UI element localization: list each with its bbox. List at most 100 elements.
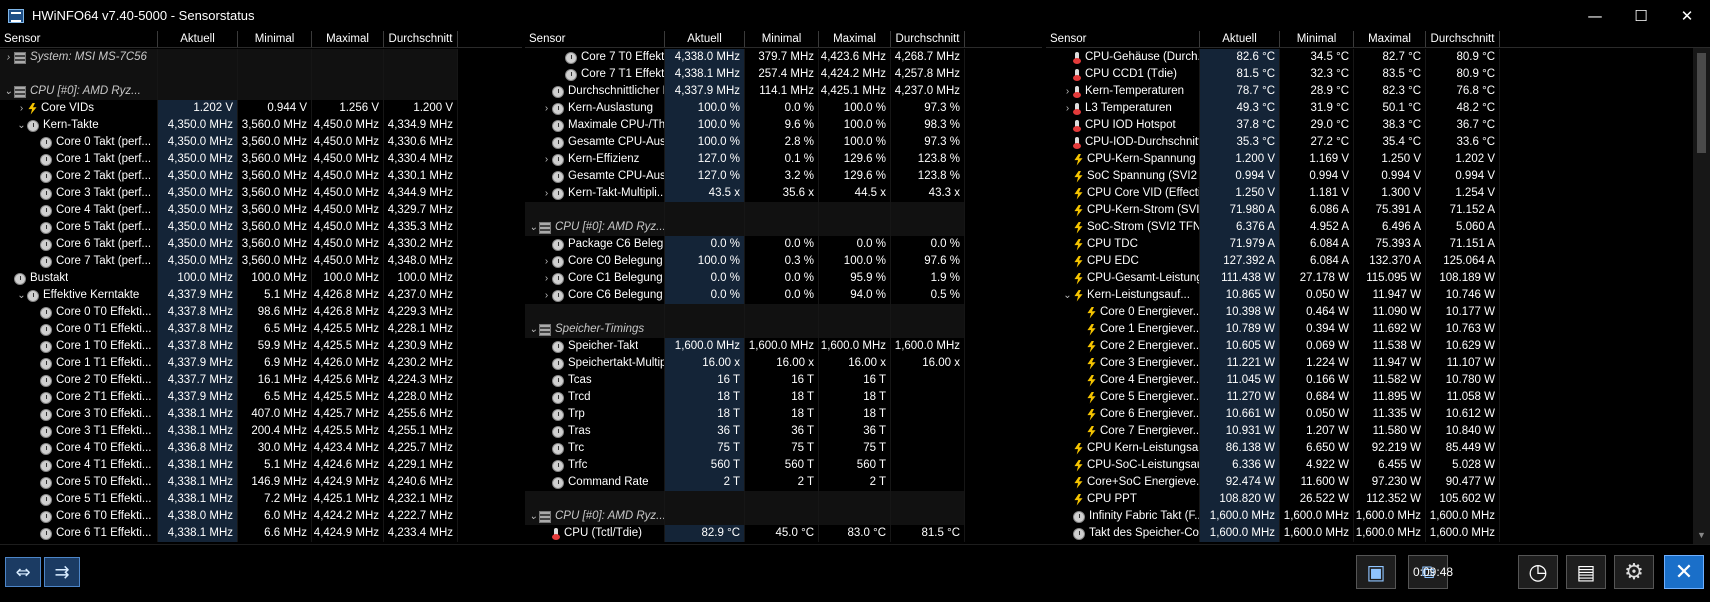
sensor-row[interactable]: Maximale CPU-/Thre...100.0 %9.6 %100.0 %… [525, 117, 1042, 134]
sensor-row[interactable]: Takt des Speicher-Co... 1,600.0 MHz 1,600.… [1046, 525, 1710, 542]
sensor-row[interactable]: Trp 18 T 18 T 18 T [525, 406, 1042, 423]
sensor-row[interactable]: Core 3 T1 Effekti... 4,338.1 MHz 200.4 MHz… [0, 423, 522, 440]
sensor-row[interactable]: › Core C0 Belegung 100.0 % 0.3 % 100.0 % 97.6… [525, 253, 1042, 270]
sensor-group-row[interactable]: ⌄ Speicher-Timings [525, 321, 1042, 338]
column-header-sensor[interactable]: Sensor [1046, 31, 1200, 47]
sensor-row[interactable]: CPU Kern-Leistungsa... 86.138 W 6.650 W 92.… [1046, 440, 1710, 457]
sensor-pane-1[interactable]: Sensor Aktuell Minimal Maximal Durchschnitt ›… [0, 31, 522, 544]
column-header-minimal[interactable]: Minimal [238, 31, 312, 47]
column-header-aktuell[interactable]: Aktuell [1200, 31, 1280, 47]
sensor-row[interactable]: Core 0 Takt (perf... 4,350.0 MHz 3,560.0 M… [0, 134, 522, 151]
sensor-row[interactable]: Core 1 Energiever... 10.789 W 0.394 W 11.69… [1046, 321, 1710, 338]
collapse-chevron-icon[interactable]: ⌄ [1063, 290, 1072, 301]
sensor-row[interactable]: Core 5 T1 Effekti... 4,338.1 MHz 7.2 MHz 4,… [0, 491, 522, 508]
sensor-row[interactable]: Speicher-Takt 1,600.0 MHz 1,600.0 MHz 1,600… [525, 338, 1042, 355]
column-header-maximal[interactable]: Maximal [819, 31, 891, 47]
sensor-row[interactable]: › Core C6 Belegung 0.0 % 0.0 % 94.0 % 0.5 % [525, 287, 1042, 304]
collapse-chevron-icon[interactable]: ⌄ [17, 290, 26, 301]
expand-chevron-icon[interactable]: › [544, 154, 549, 165]
sensor-row[interactable]: Trcd 18 T 18 T 18 T [525, 389, 1042, 406]
sensor-group-row[interactable]: ⌄ CPU [#0]: AMD Ryz... [525, 508, 1042, 525]
sensor-row[interactable]: Core 1 Takt (perf... 4,350.0 MHz 3,560.0 M… [0, 151, 522, 168]
close-icon[interactable]: ✕ [1664, 555, 1704, 589]
sensor-row[interactable]: Core 2 Energiever... 10.605 W 0.069 W 11.53… [1046, 338, 1710, 355]
collapse-chevron-icon[interactable]: ⌄ [529, 324, 538, 335]
sensor-row[interactable]: CPU PPT 108.820 W 26.522 W 112.352 W 105.602… [1046, 491, 1710, 508]
column-header-aktuell[interactable]: Aktuell [158, 31, 238, 47]
expand-chevron-icon[interactable]: › [1065, 86, 1070, 97]
sensor-group-row[interactable]: ⌄ CPU [#0]: AMD Ryz... [525, 219, 1042, 236]
sensor-row[interactable]: CPU-Kern-Strom (SVI... 71.980 A 6.086 A 75.… [1046, 202, 1710, 219]
sensor-row[interactable]: › Core C1 Belegung 0.0 % 0.0 % 95.9 % 1.9 % [525, 270, 1042, 287]
sensor-row[interactable]: › Kern-Takt-Multipli... 43.5 x 35.6 x 44.5 x… [525, 185, 1042, 202]
sensor-group-row[interactable]: › System: MSI MS-7C56 [0, 49, 522, 66]
sensor-row[interactable]: › L3 Temperaturen 49.3 °C 31.9 °C 50.1 °C 48.… [1046, 100, 1710, 117]
expand-chevron-icon[interactable]: › [544, 256, 549, 267]
sensor-row[interactable]: Gesamte CPU-Ausla...127.0 %3.2 %129.6 %1… [525, 168, 1042, 185]
sensor-row[interactable]: Core 2 Takt (perf... 4,350.0 MHz 3,560.0 M… [0, 168, 522, 185]
sensor-row[interactable]: CPU (Tctl/Tdie) 82.9 °C 45.0 °C 83.0 °C 81.5… [525, 525, 1042, 542]
column-header-maximal[interactable]: Maximal [1354, 31, 1426, 47]
collapse-chevron-icon[interactable]: ⌄ [4, 86, 13, 97]
sensor-row[interactable]: Core 2 T0 Effekti... 4,337.7 MHz 16.1 MHz 4… [0, 372, 522, 389]
sensor-pane-3[interactable]: CPU-Gehäuse (Durch... 82.6 °C 34.5 °C 82.7 … [1046, 31, 1710, 544]
sensor-row[interactable]: Tras 36 T 36 T 36 T [525, 423, 1042, 440]
sensor-row[interactable]: Core 3 T0 Effekti... 4,338.1 MHz 407.0 MHz… [0, 406, 522, 423]
column-header-minimal[interactable]: Minimal [1280, 31, 1354, 47]
column-header-durchschnitt[interactable]: Durchschnitt [1426, 31, 1500, 47]
sensor-row[interactable]: Bustakt 100.0 MHz 100.0 MHz 100.0 MHz 100.0 … [0, 270, 522, 287]
sensor-row[interactable]: Core 4 Takt (perf... 4,350.0 MHz 3,560.0 M… [0, 202, 522, 219]
expand-chevron-icon[interactable]: › [544, 273, 549, 284]
sensor-row[interactable]: CPU Core VID (Effecti... 1.250 V 1.181 V 1.… [1046, 185, 1710, 202]
sensor-row[interactable]: Core 0 Energiever... 10.398 W 0.464 W 11.09… [1046, 304, 1710, 321]
sensor-row[interactable]: Core 7 Takt (perf... 4,350.0 MHz 3,560.0 M… [0, 253, 522, 270]
sensor-group-row[interactable]: ⌄ CPU [#0]: AMD Ryz... [0, 83, 522, 100]
sensor-row[interactable]: CPU-IOD-Durchschnitt 35.3 °C 27.2 °C 35.4 °… [1046, 134, 1710, 151]
collapse-chevron-icon[interactable]: ⌄ [529, 511, 538, 522]
column-header-sensor[interactable]: Sensor [0, 31, 158, 47]
sensor-row[interactable]: Core 6 Takt (perf... 4,350.0 MHz 3,560.0 M… [0, 236, 522, 253]
sensor-row[interactable]: Core 1 T0 Effekti... 4,337.8 MHz 59.9 MHz 4… [0, 338, 522, 355]
sensor-row[interactable]: ⌄ Kern-Leistungsauf... 10.865 W 0.050 W 11.9… [1046, 287, 1710, 304]
sensor-row[interactable]: › Kern-Temperaturen 78.7 °C 28.9 °C 82.3 °C 7… [1046, 83, 1710, 100]
sensor-row[interactable]: Core 5 Energiever... 11.270 W 0.684 W 11.89… [1046, 389, 1710, 406]
sensor-row[interactable]: SoC-Strom (SVI2 TFN) 6.376 A 4.952 A 6.496 … [1046, 219, 1710, 236]
sensor-row[interactable]: Core 6 T1 Effekti... 4,338.1 MHz 6.6 MHz 4,… [0, 525, 522, 542]
scroll-down-icon[interactable]: ▼ [1697, 530, 1706, 540]
sensor-row[interactable]: Core 0 T0 Effekti... 4,337.8 MHz 98.6 MHz 4… [0, 304, 522, 321]
sensor-row[interactable]: Core 2 T1 Effekti... 4,337.9 MHz 6.5 MHz 4,… [0, 389, 522, 406]
expand-chevron-icon[interactable]: › [6, 52, 11, 63]
sensor-row[interactable]: Infinity Fabric Takt (F... 1,600.0 MHz 1,6… [1046, 508, 1710, 525]
sensor-row[interactable]: CPU-SoC-Leistungsau...6.336 W4.922 W6.45… [1046, 457, 1710, 474]
expand-chevron-icon[interactable]: › [1065, 103, 1070, 114]
column-header-aktuell[interactable]: Aktuell [665, 31, 745, 47]
sensor-row[interactable]: Gesamte CPU-Ausla...100.0 %2.8 %100.0 %9… [525, 134, 1042, 151]
sensor-row[interactable]: Core 5 Takt (perf... 4,350.0 MHz 3,560.0 M… [0, 219, 522, 236]
clock-reset-icon[interactable]: ◷ [1518, 555, 1558, 589]
sensor-row[interactable]: Trc 75 T 75 T 75 T [525, 440, 1042, 457]
column-header-sensor[interactable]: Sensor [525, 31, 665, 47]
expand-chevron-icon[interactable]: › [544, 103, 549, 114]
sensor-pane-2[interactable]: Sensor Aktuell Minimal Maximal Durchschnitt C… [525, 31, 1042, 544]
sensor-row[interactable]: ⌄ Effektive Kerntakte 4,337.9 MHz 5.1 MHz 4,… [0, 287, 522, 304]
sensor-row[interactable]: › Core VIDs 1.202 V 0.944 V 1.256 V 1.200 V [0, 100, 522, 117]
sensor-row[interactable]: Core 3 Energiever... 11.221 W 1.224 W 11.94… [1046, 355, 1710, 372]
sensor-row[interactable]: CPU-Gesamt-Leistung...111.438 W27.178 W1… [1046, 270, 1710, 287]
sensor-row[interactable]: ⌄ Kern-Takte 4,350.0 MHz 3,560.0 MHz 4,450.0… [0, 117, 522, 134]
sensor-row[interactable]: CPU-Kern-Spannung ... 1.200 V 1.169 V 1.250… [1046, 151, 1710, 168]
collapse-chevron-icon[interactable]: ⌄ [17, 120, 26, 131]
sensor-row[interactable]: Speichertakt-Multipli...16.00 x16.00 x16… [525, 355, 1042, 372]
maximize-button[interactable]: ☐ [1634, 6, 1648, 25]
report-add-icon[interactable]: ▤ [1566, 555, 1606, 589]
sensor-row[interactable]: CPU TDC 71.979 A 6.084 A 75.393 A 71.151 A [1046, 236, 1710, 253]
sensor-row[interactable]: Trfc 560 T 560 T 560 T [525, 457, 1042, 474]
sensor-row[interactable]: Core 3 Takt (perf... 4,350.0 MHz 3,560.0 M… [0, 185, 522, 202]
sensor-row[interactable]: › Kern-Auslastung 100.0 % 0.0 % 100.0 % 97.3 … [525, 100, 1042, 117]
sensor-row[interactable]: Core 6 T0 Effekti... 4,338.0 MHz 6.0 MHz 4,… [0, 508, 522, 525]
sensor-row[interactable]: CPU IOD Hotspot 37.8 °C 29.0 °C 38.3 °C 36.7… [1046, 117, 1710, 134]
close-window-button[interactable]: ✕ [1680, 6, 1694, 25]
column-header-durchschnitt[interactable]: Durchschnitt [384, 31, 458, 47]
sensor-row[interactable]: CPU-Gehäuse (Durch... 82.6 °C 34.5 °C 82.7 … [1046, 49, 1710, 66]
